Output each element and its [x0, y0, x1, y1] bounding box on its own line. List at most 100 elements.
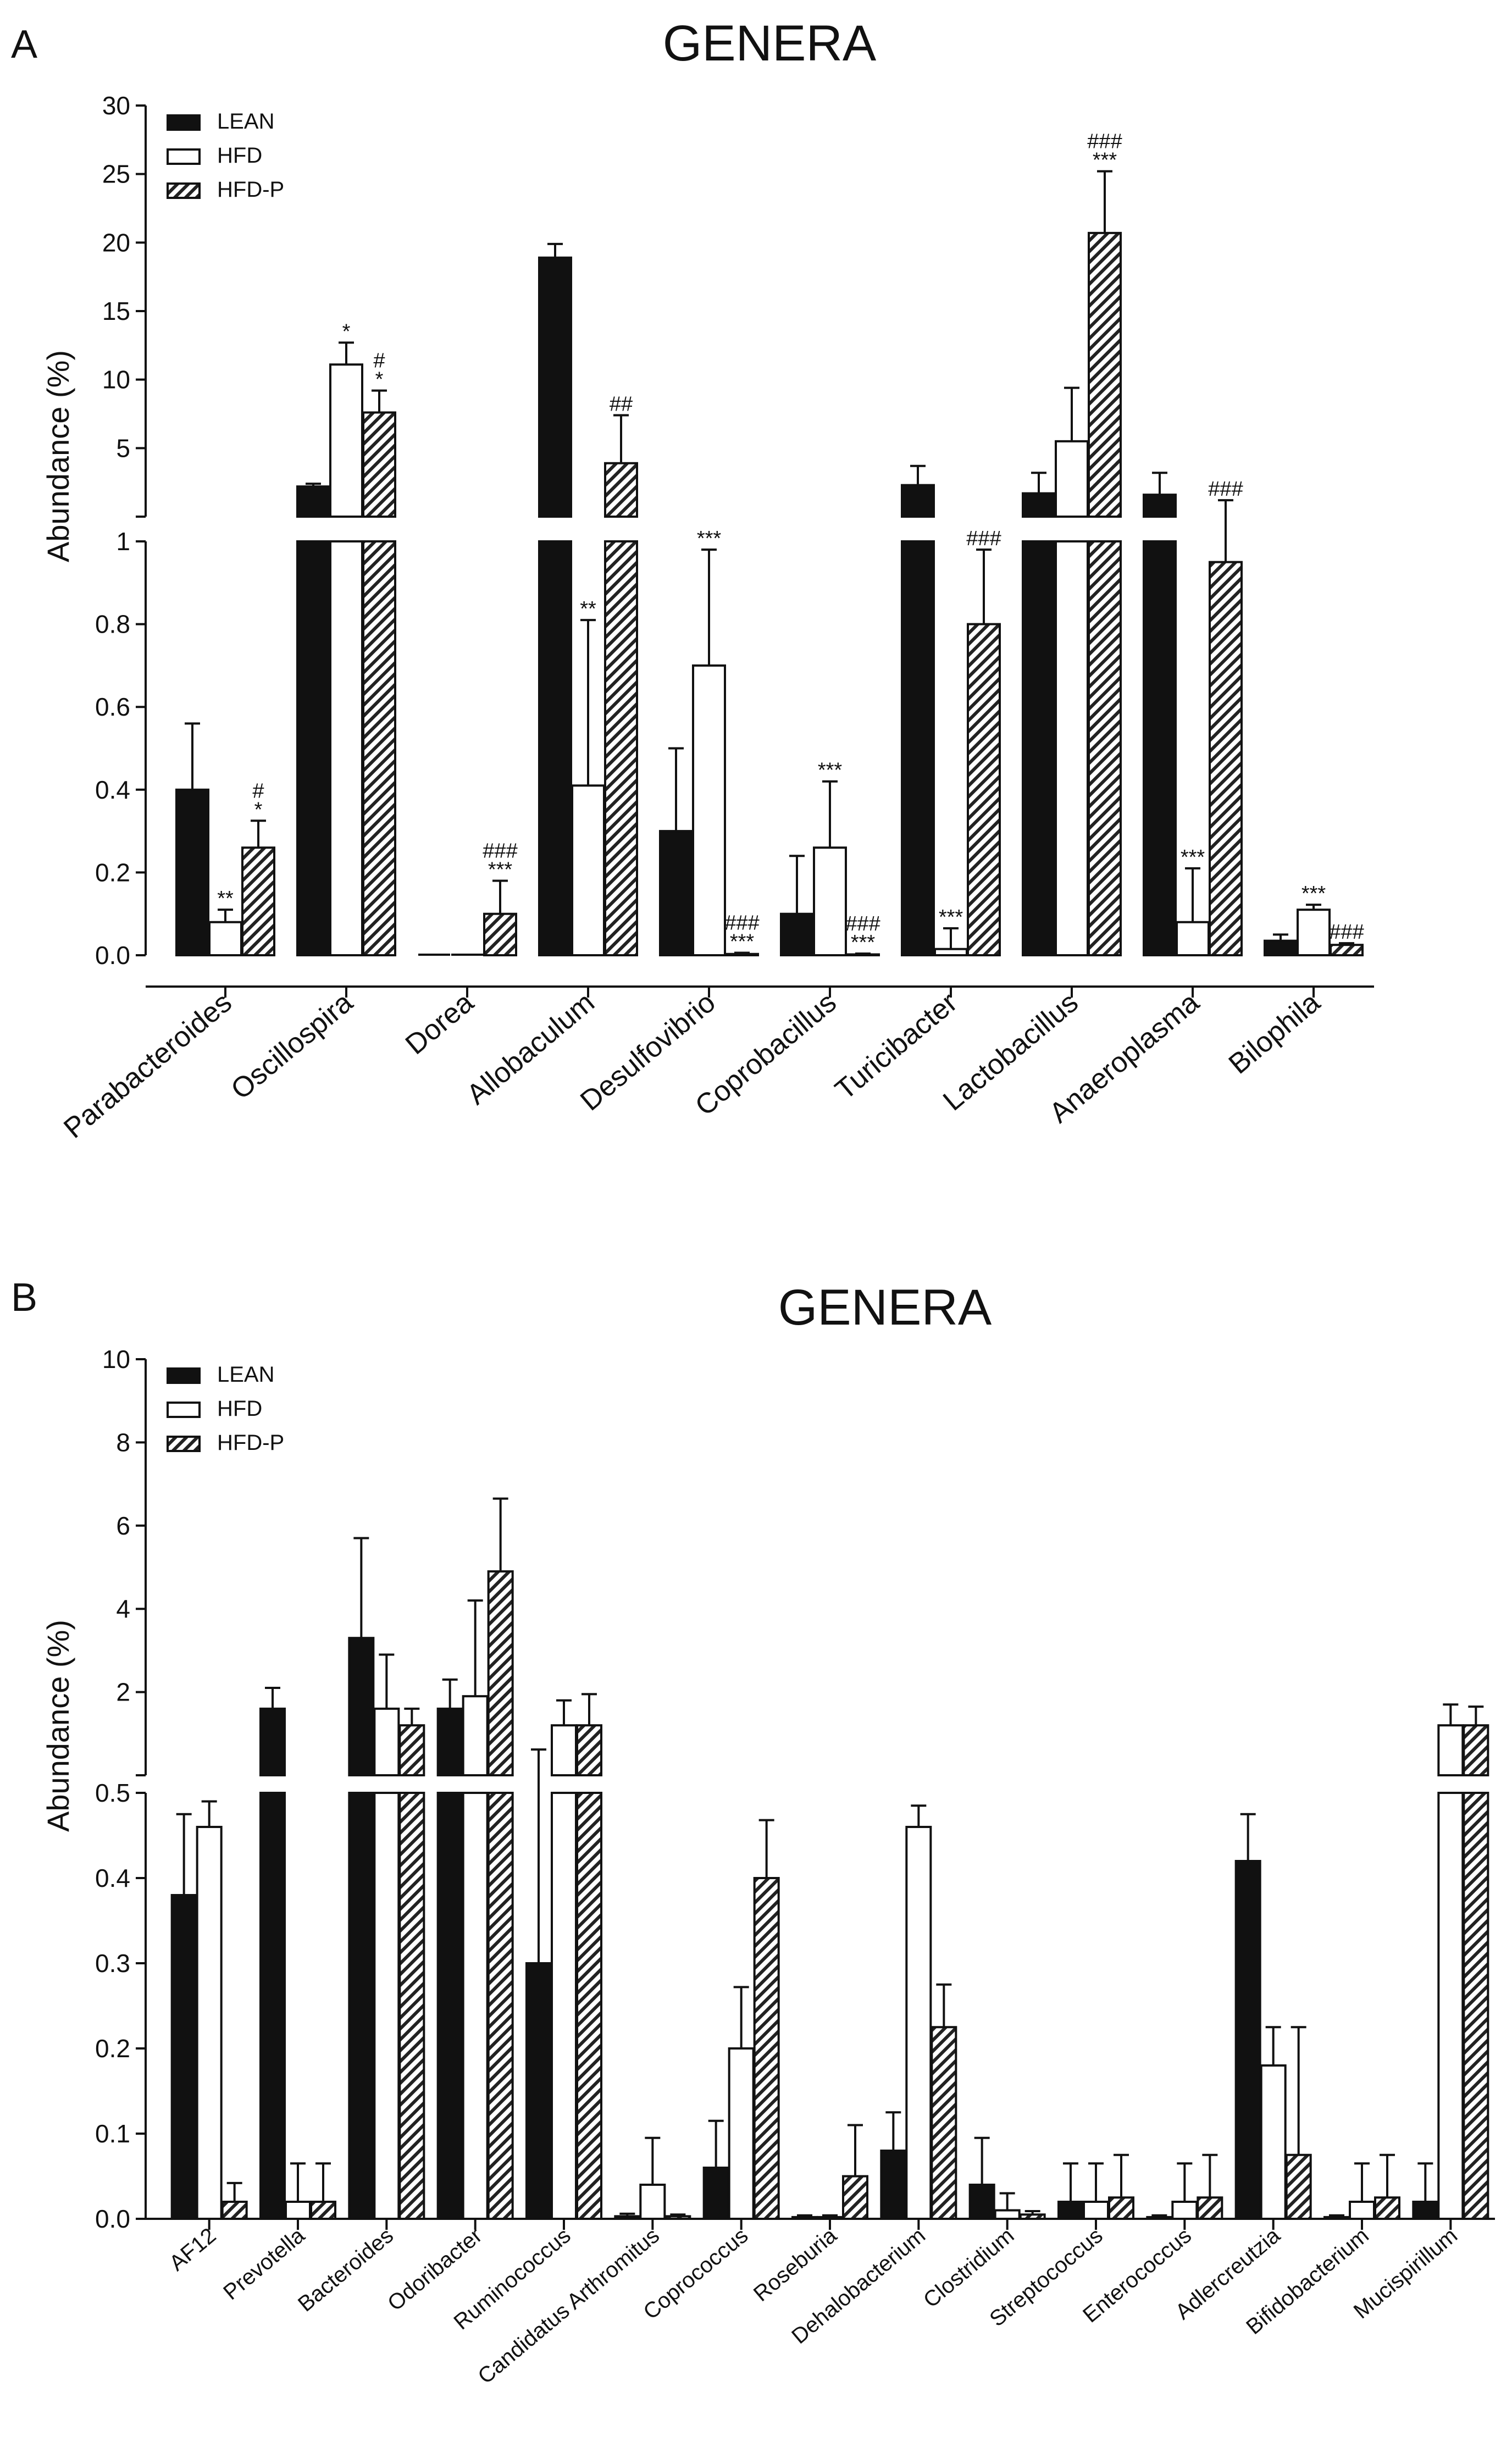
bar-hfd-p-upper [487, 1570, 514, 1777]
x-tick-label: Parabacteroides [58, 987, 237, 1145]
bar-lean-lower [791, 2216, 818, 2220]
y-tick-label: 1 [116, 527, 130, 556]
significance-label: # [252, 779, 264, 802]
bar-hfd-p-lower [664, 2215, 691, 2220]
bar-lean-upper [259, 1707, 286, 1776]
x-tick-label: Dorea [400, 987, 480, 1061]
bar-lean-lower [880, 2150, 907, 2220]
bar-hfd-upper [1055, 440, 1089, 518]
x-tick-label: Oscillospira [225, 987, 359, 1106]
bar-hfd-p-upper [362, 411, 396, 518]
significance-label: ### [966, 527, 1001, 550]
bar-hfd-p-lower [241, 846, 275, 956]
bar-lean-lower [1143, 540, 1177, 956]
bar-hfd-p-lower [1463, 1792, 1489, 2220]
bar-lean-lower [1057, 2201, 1084, 2220]
bar-lean-lower [436, 1792, 463, 2220]
bar-lean-lower [175, 788, 209, 957]
legend-swatch [167, 182, 201, 199]
y-axis-label: Abundance (%) [41, 1620, 75, 1832]
bar-lean-lower [614, 2215, 641, 2220]
bar-lean-upper [348, 1637, 375, 1776]
bar-hfd-upper [551, 1724, 577, 1776]
bar-hfd-p-lower [1330, 944, 1364, 957]
legend-label: HFD [217, 1397, 262, 1421]
bar-hfd-lower [692, 664, 726, 956]
y-tick-label: 0.6 [95, 693, 130, 721]
bar-lean-lower [538, 540, 572, 956]
bar-hfd-lower [1437, 1792, 1464, 2220]
x-tick-label: Roseburia [749, 2223, 842, 2306]
legend-label: LEAN [217, 109, 275, 134]
y-tick-label: 0.3 [95, 1949, 130, 1978]
significance-label: ### [724, 911, 759, 934]
significance-label: * [342, 320, 351, 343]
y-tick-label: 4 [116, 1594, 130, 1623]
panel-label: B [11, 1276, 37, 1320]
significance-label: ** [580, 597, 596, 621]
bar-hfd-lower [994, 2209, 1021, 2220]
bar-hfd-lower [1083, 2201, 1109, 2220]
x-tick-label: Candidatus Arthromitus [473, 2223, 664, 2389]
bar-hfd-lower [551, 1792, 577, 2220]
bar-hfd-p-lower [1019, 2213, 1046, 2220]
bar-hfd-p-lower [604, 540, 638, 956]
bar-hfd-lower [571, 784, 605, 957]
bar-lean-lower [259, 1792, 286, 2220]
bar-hfd-p-upper [604, 462, 638, 518]
bar-hfd-p-lower [221, 2201, 248, 2220]
bar-hfd-lower [639, 2184, 666, 2220]
legend-swatch [167, 1436, 201, 1452]
bar-lean-lower [525, 1962, 552, 2220]
significance-label: *** [488, 858, 513, 881]
x-tick-label: AF12 [165, 2223, 221, 2275]
bar-hfd-p-upper [398, 1724, 425, 1776]
y-tick-label: 0.4 [95, 776, 130, 804]
bar-lean-lower [659, 830, 693, 956]
bar-hfd-lower [285, 2201, 311, 2220]
bar-hfd-p-lower [1209, 561, 1243, 956]
bar-hfd-p-lower [1088, 540, 1122, 956]
bar-hfd-p-lower [362, 540, 396, 956]
significance-label: *** [851, 931, 876, 954]
y-tick-label: 25 [102, 160, 130, 189]
y-tick-label: 0.1 [95, 2119, 130, 2148]
bar-hfd-lower [462, 1792, 489, 2220]
bar-hfd-p-upper [576, 1724, 602, 1776]
significance-label: ### [1208, 478, 1243, 501]
panel-a: A GENERA Abundance (%) 5 10 15 20 25 30 0.0 0.2 0.4… [11, 15, 1374, 1145]
bar-lean-upper [436, 1707, 463, 1776]
x-tick-label: Bilophila [1223, 987, 1326, 1081]
bar-hfd-lower [934, 948, 968, 956]
bar-hfd-p-lower [753, 1877, 780, 2220]
y-tick-label: 10 [102, 1345, 130, 1374]
bar-hfd-p-lower [1197, 2196, 1223, 2220]
legend-label: HFD-P [217, 178, 284, 202]
bar-hfd-p-upper [1463, 1724, 1489, 1776]
bar-hfd-upper [462, 1695, 489, 1776]
significance-label: *** [818, 759, 843, 782]
significance-label: * [375, 368, 384, 391]
x-tick-label: Prevotella [219, 2223, 309, 2305]
bar-hfd-p-lower [967, 623, 1001, 956]
y-tick-label: 0.5 [95, 1779, 130, 1807]
bar-lean-upper [901, 484, 935, 518]
bar-lean-upper [1143, 494, 1177, 518]
panel-b: B GENERA Abundance (%) 2 4 6 8 10 0.0 0.1 0.2 0.3 0.… [11, 1276, 1495, 2389]
bar-hfd-p-lower [487, 1792, 514, 2220]
bar-hfd-p-lower [483, 912, 517, 956]
legend-swatch [167, 148, 201, 165]
bar-lean-lower [1323, 2216, 1350, 2220]
bar-lean-upper [538, 256, 572, 518]
bar-hfd-p-lower [398, 1792, 425, 2220]
chart-title: GENERA [663, 15, 877, 71]
bar-lean-lower [780, 912, 814, 956]
legend-label: HFD-P [217, 1431, 284, 1455]
significance-label: # [373, 350, 385, 373]
significance-label: ### [483, 839, 517, 862]
bar-hfd-lower [373, 1792, 400, 2220]
y-tick-label: 10 [102, 365, 130, 394]
significance-label: ** [217, 887, 234, 910]
bar-hfd-upper [373, 1707, 400, 1776]
bar-hfd-lower [1349, 2201, 1375, 2220]
